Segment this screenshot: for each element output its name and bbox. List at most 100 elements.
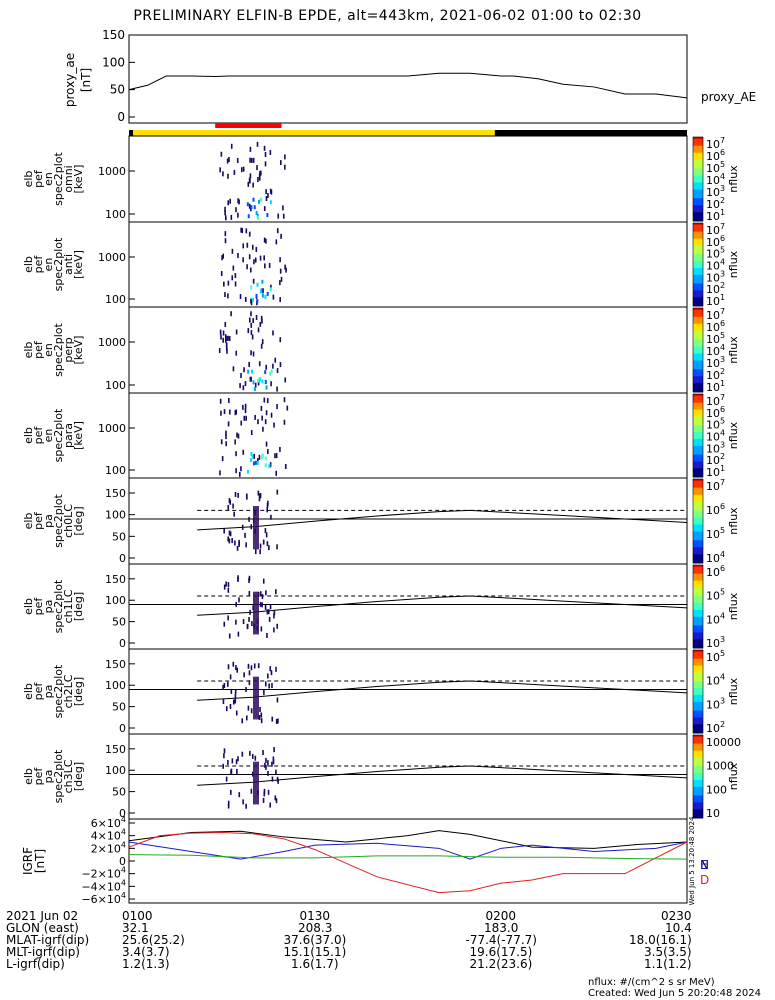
pa-pixel xyxy=(276,776,279,782)
colorbar-cell xyxy=(693,596,703,599)
colorbar-cell xyxy=(693,309,703,312)
colorbar-cell xyxy=(693,531,703,534)
colorbar-cell xyxy=(693,788,703,791)
spec-pixel xyxy=(257,327,260,333)
ylabel-pa_ch1: pef xyxy=(32,597,45,616)
pa-pixel xyxy=(251,771,254,777)
colorbar-tick-label: 104 xyxy=(706,172,725,187)
spec-pixel xyxy=(283,419,286,425)
ylabel-pa_ch3: pef xyxy=(32,767,45,786)
spec-pixel xyxy=(269,188,272,194)
pa-pixel xyxy=(222,763,224,769)
created-timestamp: Created: Wed Jun 5 20:20:48 2024 xyxy=(588,988,761,999)
colorbar-tick-label: 106 xyxy=(706,405,725,420)
colorbar-cell xyxy=(693,701,703,705)
colorbar-cell xyxy=(693,271,703,274)
pa-pixel xyxy=(238,539,240,545)
spec-pixel xyxy=(246,264,248,270)
colorbar-frame-pa_ch2 xyxy=(692,649,704,734)
colorbar-cell xyxy=(693,423,703,426)
colorbar-tick-label: 106 xyxy=(706,564,725,579)
pa-pixel xyxy=(235,710,238,716)
spec-pixel xyxy=(223,409,226,415)
colorbar-cell xyxy=(693,585,703,588)
spec-pixel xyxy=(264,152,267,158)
colorbar-cell xyxy=(693,650,703,653)
spec-pixel xyxy=(261,455,264,460)
colorbar-cell xyxy=(693,464,703,468)
spec-pixel xyxy=(279,297,281,303)
colorbar-cell xyxy=(693,364,703,367)
spec-pixel xyxy=(269,200,272,205)
spec-pixel xyxy=(250,376,252,382)
pa-dense-block xyxy=(253,506,259,550)
colorbar-cell xyxy=(693,500,703,503)
colorbar-cell xyxy=(693,783,703,786)
spec-pixel xyxy=(284,264,286,270)
colorbar-cell xyxy=(693,660,703,663)
spec-pixel xyxy=(274,453,276,459)
colorbar-cell xyxy=(693,147,703,150)
colorbar-tick-label: 105 xyxy=(706,526,725,541)
pa-pixel xyxy=(261,594,264,600)
colorbar-tick-label: 103 xyxy=(706,440,725,455)
spec-pixel xyxy=(279,268,282,274)
colorbar-cell xyxy=(693,182,703,185)
colorbar-cell xyxy=(693,682,703,686)
igrf-ylabel: IGRF xyxy=(21,847,35,875)
colorbar-cell xyxy=(693,616,703,620)
colorbar-cell xyxy=(693,341,703,344)
colorbar-cell xyxy=(693,300,703,304)
colorbar-cell xyxy=(693,177,703,180)
colorbar-cell xyxy=(693,369,703,372)
panel-frame-pa_ch0 xyxy=(128,477,688,565)
igrf-series-N xyxy=(128,830,688,849)
ytick-label-pa_ch0: 0 xyxy=(119,552,126,565)
ylabel-en_anti: pef xyxy=(32,255,45,274)
colorbar-cell xyxy=(693,145,703,148)
ylabel-en_perp: elb xyxy=(22,342,35,359)
spec-pixel xyxy=(238,199,240,205)
pa-pixel xyxy=(228,538,231,544)
colorbar-cell xyxy=(693,318,703,321)
ylabel-pa_ch3: elb xyxy=(22,768,35,785)
spec-pixel xyxy=(240,167,243,173)
footer-cell: 21.2(23.6) xyxy=(469,957,533,971)
pa-pixel xyxy=(245,493,248,499)
colorbar-cell xyxy=(693,656,703,660)
colorbar-cell xyxy=(693,738,703,741)
spec-pixel xyxy=(250,300,253,306)
colorbar-cell xyxy=(693,594,703,597)
colorbar-cell xyxy=(693,158,703,161)
ylabel-pa_ch2: spec2plot xyxy=(52,664,65,718)
colorbar-cell xyxy=(693,760,703,764)
ylabel-pa_ch3: ch3LC xyxy=(62,759,75,793)
colorbar-cell xyxy=(693,435,703,438)
colorbar-cell xyxy=(693,674,703,677)
pa-pixel xyxy=(276,623,278,629)
colorbar-cell xyxy=(693,533,703,536)
colorbar-cell xyxy=(693,172,703,175)
colorbar-cell xyxy=(693,357,703,360)
colorbar-cell xyxy=(693,278,703,281)
spec-pixel xyxy=(258,361,261,367)
colorbar-cell xyxy=(693,442,703,445)
spec-pixel xyxy=(264,463,267,468)
spec-pixel xyxy=(264,419,267,425)
pa-pixel xyxy=(235,759,238,765)
colorbar-cell xyxy=(693,623,703,627)
colorbar-cell xyxy=(693,748,703,752)
pa-pixel xyxy=(260,626,263,632)
footer-cell: -77.4(-77.7) xyxy=(465,933,537,947)
colorbar-cell xyxy=(693,264,703,267)
pa-pixel xyxy=(261,602,263,608)
spec-pixel xyxy=(246,469,249,474)
ylabel-pa_ch1: pa xyxy=(42,600,55,614)
pa-pixel xyxy=(227,582,230,588)
colorbar-cell xyxy=(693,332,703,335)
pa-pixel xyxy=(230,768,233,774)
ylabel-en_omni: pef xyxy=(32,169,45,188)
ytick-label-pa_ch2: 100 xyxy=(105,679,126,692)
pa-pixel xyxy=(270,514,272,520)
colorbar-cell xyxy=(693,786,703,790)
